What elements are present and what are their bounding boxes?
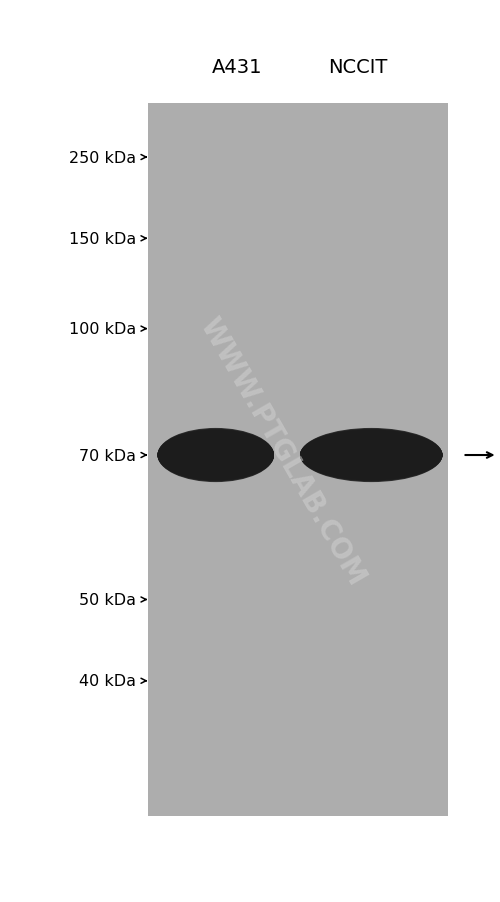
Text: 50 kDa: 50 kDa [79, 593, 136, 607]
Ellipse shape [158, 430, 274, 481]
Text: NCCIT: NCCIT [328, 58, 387, 78]
Ellipse shape [158, 429, 274, 482]
Ellipse shape [158, 439, 274, 472]
Ellipse shape [158, 432, 274, 479]
Ellipse shape [300, 436, 442, 475]
Text: 250 kDa: 250 kDa [69, 151, 136, 165]
Ellipse shape [300, 438, 442, 473]
Ellipse shape [158, 437, 274, 474]
Text: 150 kDa: 150 kDa [69, 232, 136, 246]
Ellipse shape [158, 435, 274, 476]
Ellipse shape [300, 439, 442, 472]
Text: A431: A431 [212, 58, 263, 78]
Ellipse shape [300, 428, 442, 483]
Ellipse shape [158, 436, 274, 475]
Text: 40 kDa: 40 kDa [79, 674, 136, 688]
Ellipse shape [300, 431, 442, 480]
Ellipse shape [158, 434, 274, 477]
Ellipse shape [158, 428, 274, 483]
Ellipse shape [158, 431, 274, 480]
Ellipse shape [158, 438, 274, 473]
Ellipse shape [300, 429, 442, 482]
Ellipse shape [300, 432, 442, 479]
Text: 100 kDa: 100 kDa [69, 322, 136, 336]
Ellipse shape [300, 435, 442, 476]
Text: WWW.PTGLAB.COM: WWW.PTGLAB.COM [194, 312, 370, 590]
Ellipse shape [300, 437, 442, 474]
Bar [148, 104, 448, 816]
Ellipse shape [300, 437, 442, 474]
Ellipse shape [300, 430, 442, 481]
Ellipse shape [300, 432, 442, 479]
Ellipse shape [300, 438, 442, 473]
Ellipse shape [158, 432, 274, 479]
Ellipse shape [158, 438, 274, 473]
Ellipse shape [158, 433, 274, 478]
Text: 70 kDa: 70 kDa [79, 448, 136, 463]
Ellipse shape [300, 433, 442, 478]
Ellipse shape [158, 437, 274, 474]
Ellipse shape [300, 434, 442, 477]
